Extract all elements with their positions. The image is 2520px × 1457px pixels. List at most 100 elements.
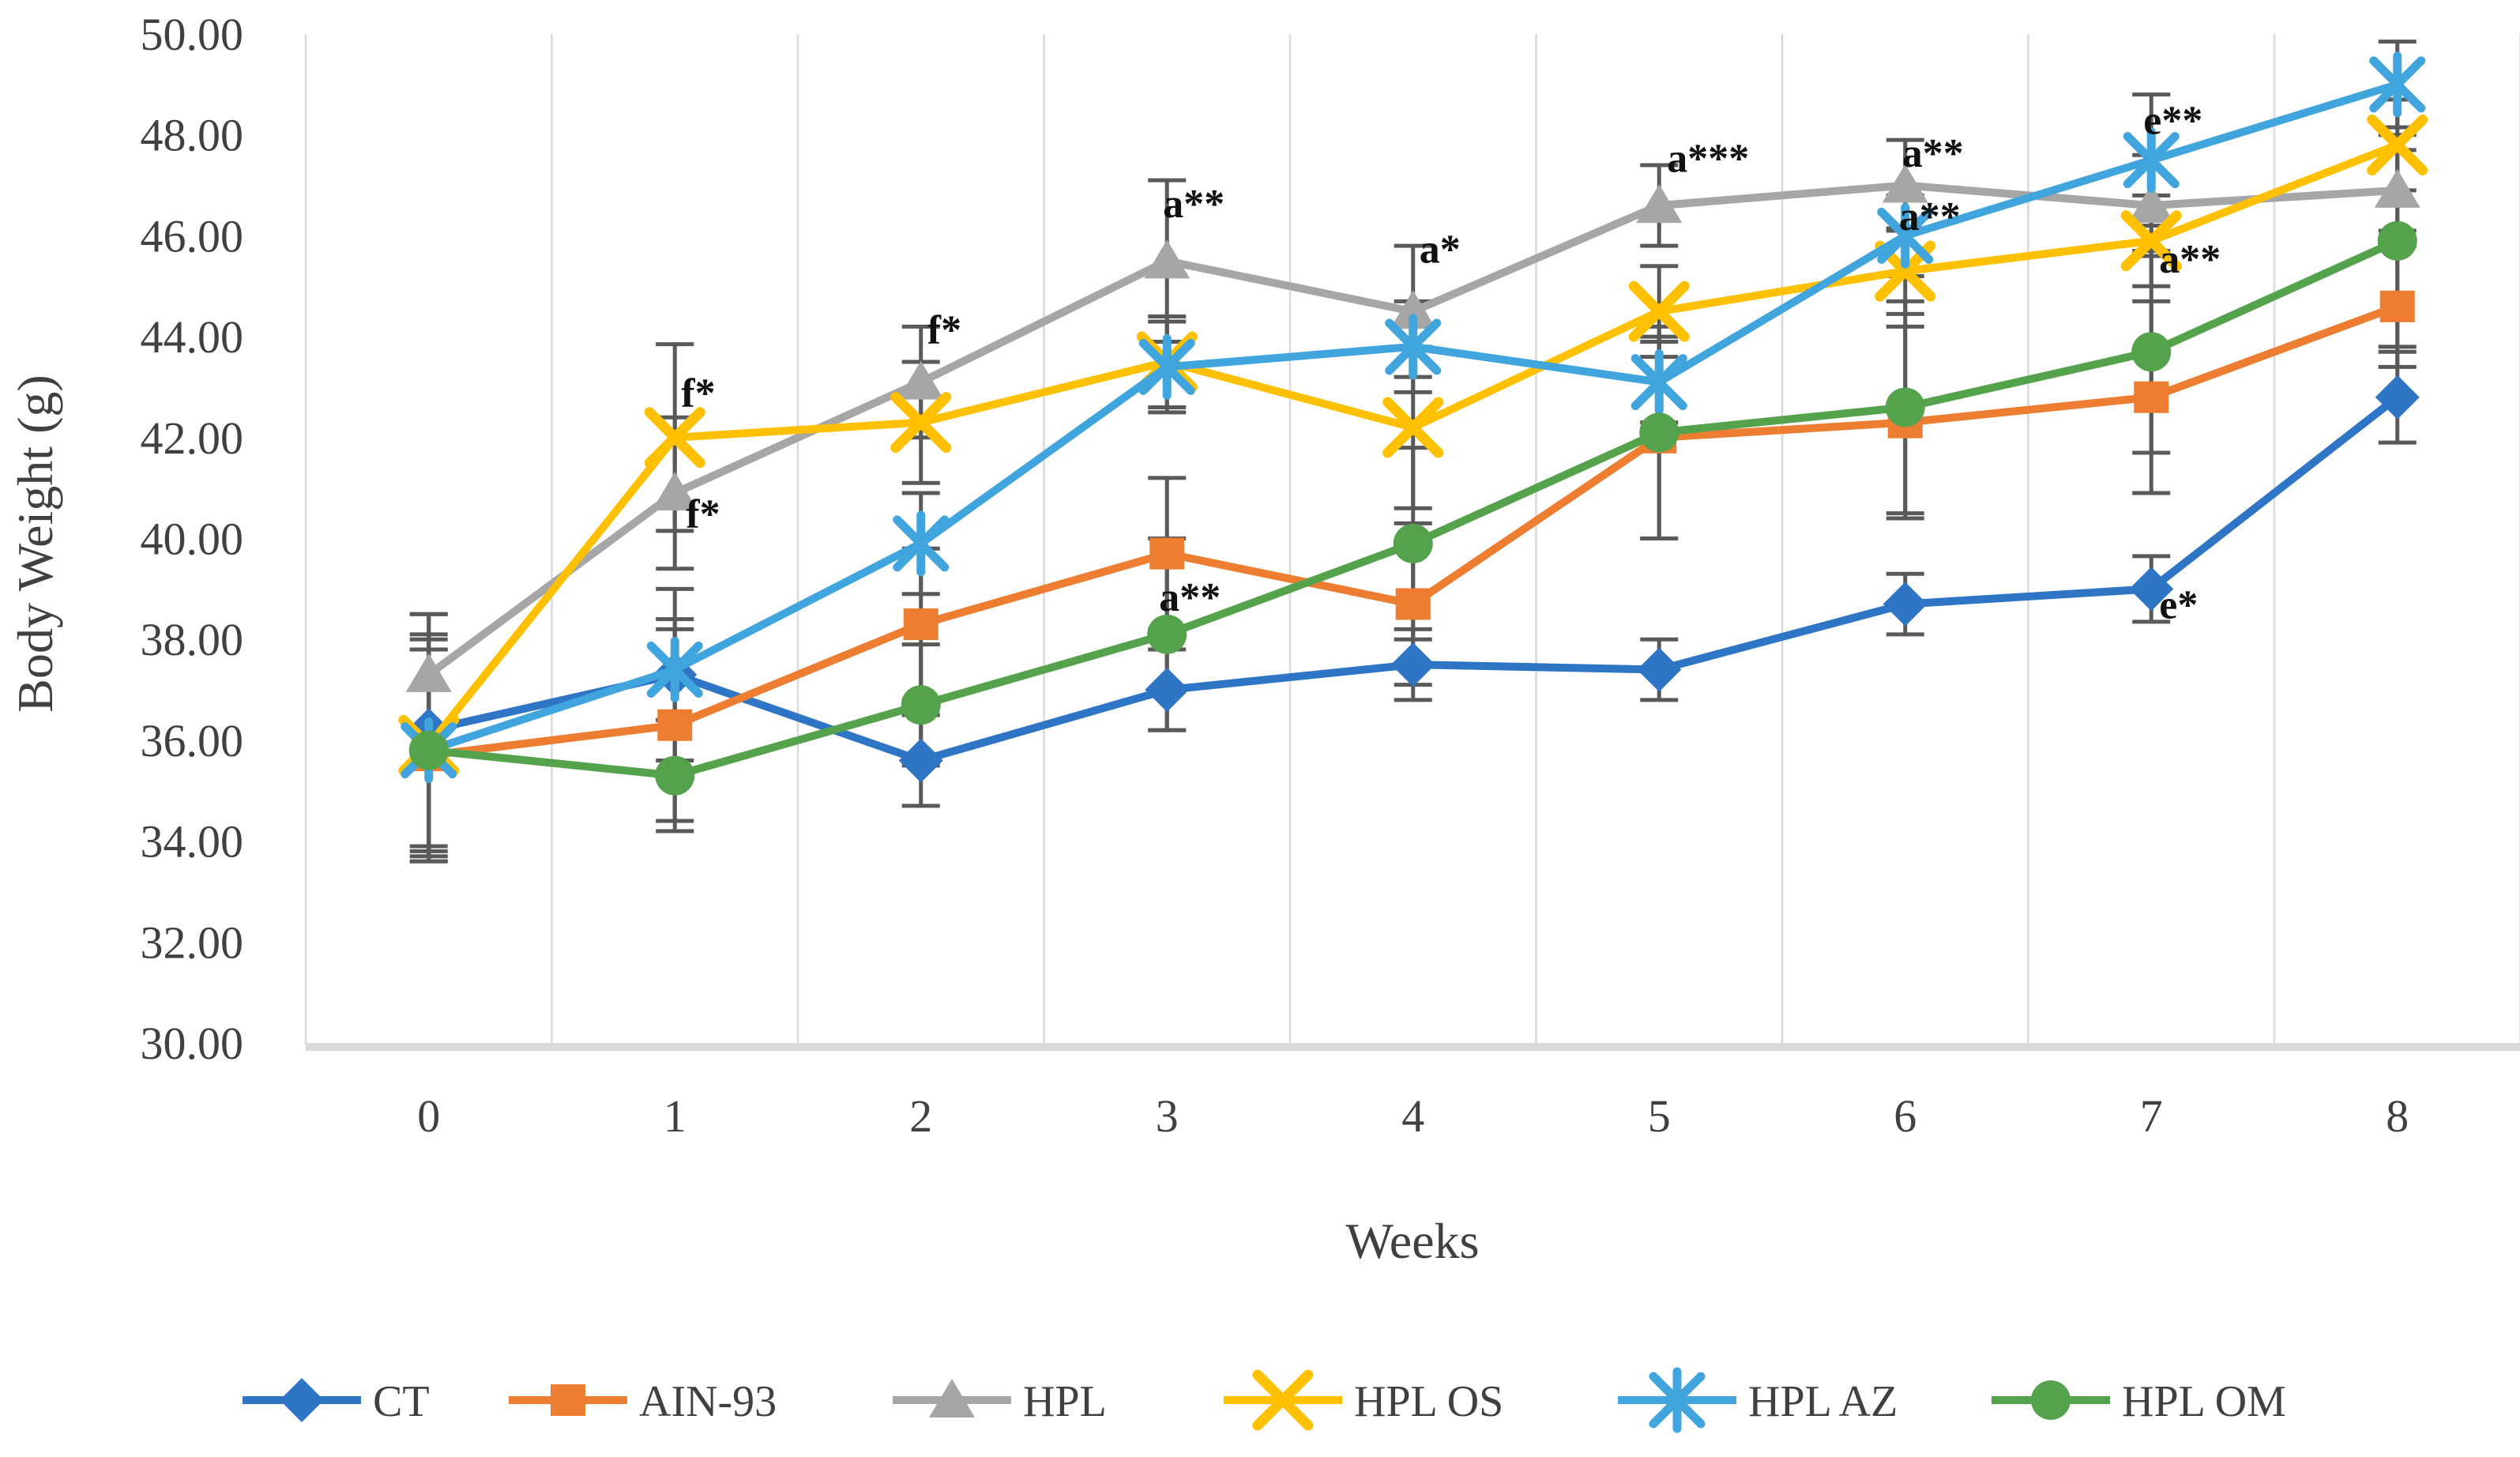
legend-label: CT	[373, 1377, 430, 1426]
circle-marker	[2377, 220, 2417, 261]
asterisk-marker	[1630, 354, 1687, 411]
legend-item-hpl: HPL	[893, 1377, 1107, 1426]
x-marker	[2367, 114, 2428, 175]
significance-annotation: f*	[681, 371, 715, 416]
legend-item-hpl-az: HPL AZ	[1618, 1367, 1898, 1433]
circle-marker	[1393, 523, 1433, 563]
square-marker	[2134, 381, 2169, 413]
y-axis-tick-label: 48.00	[141, 110, 244, 161]
triangle-marker	[2128, 184, 2175, 224]
axes-layer: 30.00 32.00 34.00 36.00 38.00 40.00 42.00 44.00…	[141, 9, 2409, 1142]
square-marker	[551, 1384, 585, 1416]
square-marker	[1149, 537, 1185, 570]
triangle-marker	[405, 653, 452, 692]
legend-item-hpl-om: HPL OM	[1992, 1377, 2286, 1426]
asterisk-marker	[1138, 338, 1195, 395]
annotations-layer: f* f* f* a** a** a* a*** a** a** e** a** e*	[681, 99, 2221, 628]
significance-annotation: a**	[1899, 194, 1961, 239]
x-axis-title: Weeks	[1346, 1213, 1480, 1269]
y-axis-tick-label: 50.00	[141, 9, 244, 60]
series-hpl-om	[408, 220, 2417, 796]
significance-annotation: e*	[2159, 583, 2198, 628]
triangle-marker	[2374, 168, 2420, 208]
diamond-marker	[280, 1378, 324, 1422]
asterisk-marker	[1649, 1372, 1706, 1429]
asterisk-marker	[893, 515, 950, 572]
x-axis-tick-label: 4	[1401, 1090, 1424, 1142]
diamond-marker	[1390, 642, 1435, 687]
legend-label: HPL OS	[1354, 1377, 1503, 1426]
square-marker	[2379, 290, 2415, 322]
x-axis-tick-label: 6	[1894, 1090, 1916, 1142]
legend-item-hpl-os: HPL OS	[1224, 1369, 1503, 1431]
significance-annotation: a**	[2159, 237, 2221, 282]
x-axis-tick-label: 8	[2386, 1090, 2409, 1142]
y-axis-tick-label: 32.00	[141, 917, 244, 968]
circle-marker	[2131, 332, 2172, 372]
significance-annotation: f*	[927, 308, 961, 353]
significance-annotation: a**	[1902, 131, 1964, 176]
x-marker	[644, 407, 705, 469]
x-axis-tick-label: 0	[417, 1090, 440, 1142]
asterisk-marker	[2123, 132, 2180, 189]
y-axis-tick-label: 38.00	[141, 614, 244, 665]
significance-annotation: a**	[1163, 182, 1224, 227]
square-marker	[903, 608, 938, 641]
triangle-marker	[929, 1379, 975, 1417]
asterisk-marker	[646, 642, 703, 698]
asterisk-marker	[2369, 56, 2426, 113]
y-axis-tick-label: 46.00	[141, 210, 244, 262]
error-bars-layer	[409, 40, 2417, 864]
circle-marker	[655, 755, 695, 796]
x-marker	[2120, 210, 2182, 272]
series-hpl	[405, 164, 2420, 692]
triangle-marker	[652, 472, 698, 511]
diamond-marker	[898, 738, 943, 783]
y-axis-tick-label: 42.00	[141, 412, 244, 464]
y-axis-tick-label: 36.00	[141, 715, 244, 766]
y-axis-tick-label: 44.00	[141, 311, 244, 363]
x-marker	[1628, 280, 1690, 342]
legend: CT AIN-93 HPL HPL OS HPL AZ HPL OM	[243, 1367, 2286, 1433]
diamond-marker	[1145, 668, 1190, 713]
significance-annotation: a***	[1667, 136, 1749, 181]
x-marker	[890, 392, 952, 454]
x-axis-tick-label: 2	[909, 1090, 932, 1142]
triangle-marker	[1636, 184, 1683, 224]
y-axis-tick-label: 34.00	[141, 816, 244, 868]
x-axis-tick-label: 7	[2140, 1090, 2163, 1142]
triangle-marker	[1144, 239, 1190, 279]
circle-marker	[1885, 387, 1925, 427]
legend-label: AIN-93	[639, 1377, 777, 1426]
legend-item-ct: CT	[243, 1377, 430, 1426]
square-marker	[657, 709, 693, 741]
x-marker	[1252, 1369, 1314, 1431]
triangle-marker	[1882, 164, 1928, 203]
diamond-marker	[1637, 647, 1682, 692]
x-axis-line	[306, 1043, 2520, 1051]
significance-annotation: a**	[1159, 575, 1221, 620]
significance-annotation: f*	[686, 492, 720, 537]
x-axis-tick-label: 1	[664, 1090, 686, 1142]
x-axis-tick-label: 5	[1648, 1090, 1671, 1142]
significance-annotation: e**	[2143, 99, 2202, 144]
legend-label: HPL AZ	[1748, 1377, 1898, 1426]
asterisk-marker	[1385, 318, 1442, 375]
square-marker	[1395, 588, 1431, 620]
y-axis-title: Body Weight (g)	[7, 375, 63, 712]
diamond-marker	[2375, 375, 2420, 420]
triangle-marker	[1390, 290, 1436, 329]
x-axis-tick-label: 3	[1156, 1090, 1179, 1142]
circle-marker	[408, 730, 449, 770]
x-marker	[1382, 397, 1444, 458]
diamond-marker	[2129, 567, 2174, 612]
triangle-marker	[897, 360, 944, 400]
legend-label: HPL	[1023, 1377, 1107, 1426]
y-axis-tick-label: 40.00	[141, 514, 244, 565]
circle-marker	[901, 685, 941, 725]
circle-marker	[2031, 1380, 2071, 1420]
legend-item-ain-93: AIN-93	[509, 1377, 777, 1426]
y-axis-tick-label: 30.00	[141, 1018, 244, 1069]
